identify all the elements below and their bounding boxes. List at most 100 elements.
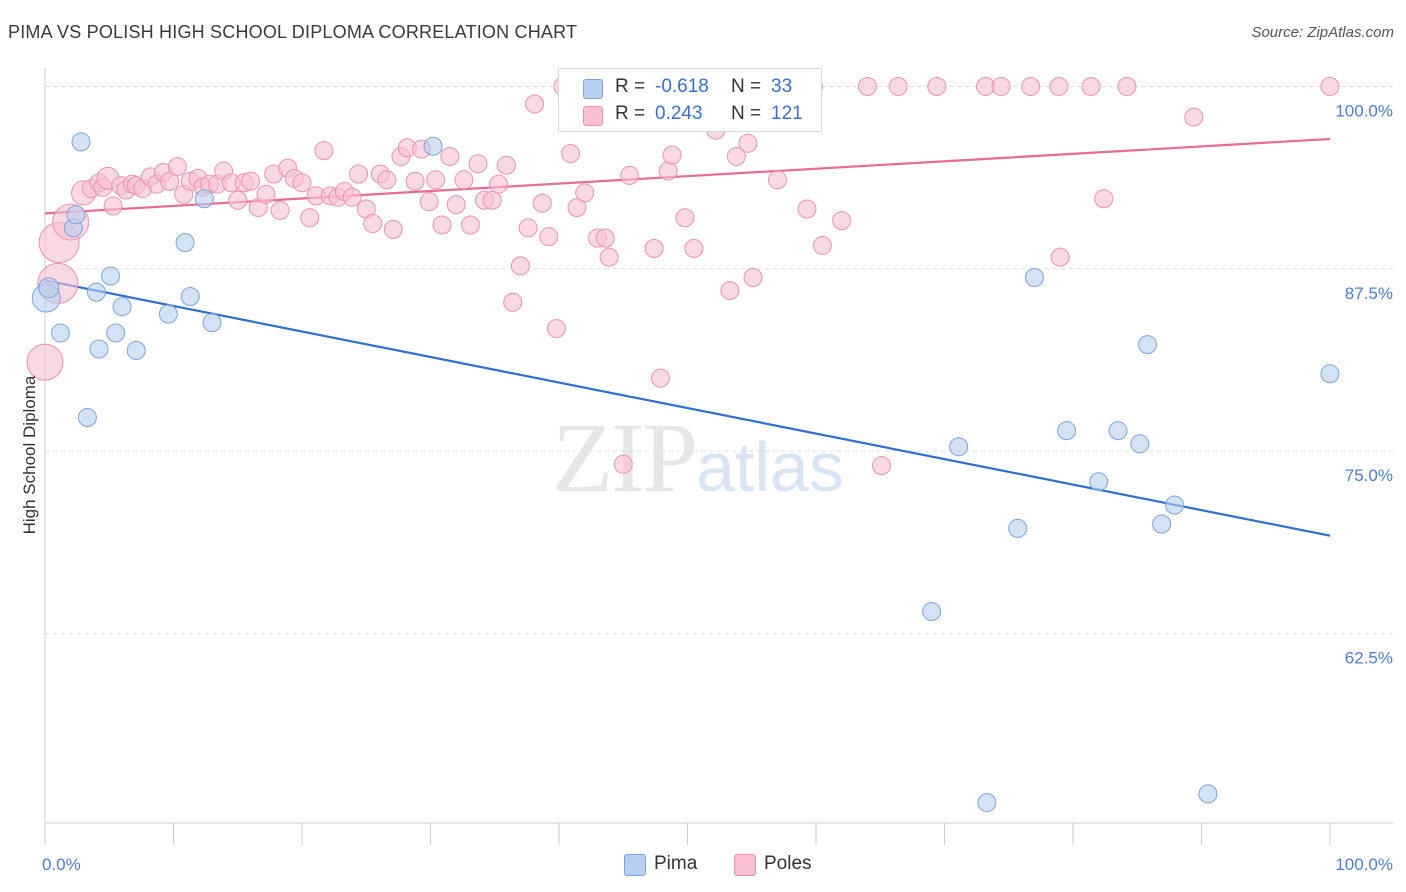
poles-point <box>1117 76 1137 96</box>
poles-point <box>510 256 530 276</box>
poles-point <box>888 76 908 96</box>
poles-point <box>567 198 587 218</box>
poles-point <box>812 235 832 255</box>
legend-row-pima: R = -0.618 N = 33 <box>559 74 821 102</box>
legend-n-value: 121 <box>771 103 803 124</box>
poles-point <box>620 165 640 185</box>
poles-point <box>342 187 362 207</box>
bottom-legend-label: Poles <box>764 853 812 874</box>
poles-point <box>103 196 123 216</box>
pima-point <box>1089 472 1109 492</box>
pima-point <box>1320 364 1340 384</box>
poles-point <box>927 76 947 96</box>
pima-point <box>89 339 109 359</box>
poles-point <box>446 195 466 215</box>
pima-points <box>31 132 1340 813</box>
bottom-legend: Pima Poles <box>0 852 1406 880</box>
poles-point <box>1050 247 1070 267</box>
poles-point <box>767 170 787 190</box>
poles-point <box>1021 76 1041 96</box>
poles-point <box>539 227 559 247</box>
poles-point <box>561 144 581 164</box>
legend: R = -0.618 N = 33 R = 0.243 N = 121 <box>558 68 822 132</box>
poles-point <box>270 200 290 220</box>
poles-point <box>440 146 460 166</box>
poles-point <box>726 146 746 166</box>
y-tick-label: 62.5% <box>1345 648 1393 667</box>
watermark: ZIPatlas <box>552 400 844 515</box>
poles-point <box>743 268 763 288</box>
pima-point <box>50 323 70 343</box>
poles-point <box>857 76 877 96</box>
poles-point <box>1049 76 1069 96</box>
poles-point <box>405 171 425 191</box>
pima-point <box>180 286 200 306</box>
poles-point <box>377 170 397 190</box>
pima-point <box>1198 784 1218 804</box>
bottom-legend-label: Pima <box>654 853 698 874</box>
source-credit: Source: ZipAtlas.com <box>1251 24 1394 41</box>
pima-point <box>38 277 60 299</box>
pima-point <box>1130 434 1150 454</box>
pima-trend-line <box>44 279 1331 537</box>
poles-point <box>546 319 566 339</box>
poles-point <box>872 456 892 476</box>
pima-point <box>1138 335 1158 355</box>
pima-point <box>1024 268 1044 288</box>
pima-point <box>949 437 969 457</box>
poles-point <box>684 238 704 258</box>
poles-point <box>738 133 758 153</box>
pima-point <box>202 313 222 333</box>
poles-points <box>26 76 1340 476</box>
chart-title: PIMA VS POLISH HIGH SCHOOL DIPLOMA CORRE… <box>8 22 578 42</box>
poles-point <box>525 94 545 114</box>
watermark-atlas: atlas <box>696 428 844 506</box>
tick-labels: 62.5% 75.0% 87.5% 100.0% 0.0% 100.0% High Scho… <box>20 101 1393 874</box>
poles-point <box>651 368 671 388</box>
poles-point <box>1184 107 1204 127</box>
pima-point <box>158 304 178 324</box>
poles-point <box>314 141 334 161</box>
poles-point <box>160 171 180 191</box>
poles-point <box>503 292 523 312</box>
poles-point <box>832 211 852 231</box>
poles-point <box>432 215 452 235</box>
legend-row-poles: R = 0.243 N = 121 <box>559 101 821 129</box>
y-axis-label: High School Diploma <box>20 375 39 534</box>
x-tick-label: 0.0% <box>42 855 81 874</box>
legend-n-label: N = <box>731 76 762 97</box>
poles-point <box>575 183 595 203</box>
legend-r-label: R = <box>615 76 646 97</box>
poles-point <box>991 76 1011 96</box>
poles-point <box>26 343 64 381</box>
poles-point <box>300 208 320 228</box>
poles-point <box>460 215 480 235</box>
poles-point <box>419 192 439 212</box>
pima-point <box>71 132 91 152</box>
pima-point <box>1008 518 1028 538</box>
y-tick-label: 75.0% <box>1345 466 1393 485</box>
pima-point <box>194 189 214 209</box>
poles-point <box>675 208 695 228</box>
pima-point <box>66 205 86 225</box>
pima-swatch <box>624 854 646 876</box>
poles-point <box>658 161 678 181</box>
poles-point <box>426 170 446 190</box>
pima-point <box>101 266 121 286</box>
pima-point <box>86 282 106 302</box>
gridlines <box>45 85 1393 634</box>
poles-point <box>167 157 187 177</box>
poles-point <box>468 154 488 174</box>
poles-point <box>482 190 502 210</box>
poles-point <box>518 218 538 238</box>
pima-point <box>1152 514 1172 534</box>
pima-point <box>106 323 126 343</box>
poles-point <box>644 238 664 258</box>
poles-point <box>383 219 403 239</box>
x-tick-label: 100.0% <box>1335 855 1393 874</box>
poles-point <box>363 214 383 234</box>
poles-point <box>532 193 552 213</box>
poles-point <box>599 247 619 267</box>
legend-r-label: R = <box>615 103 646 124</box>
